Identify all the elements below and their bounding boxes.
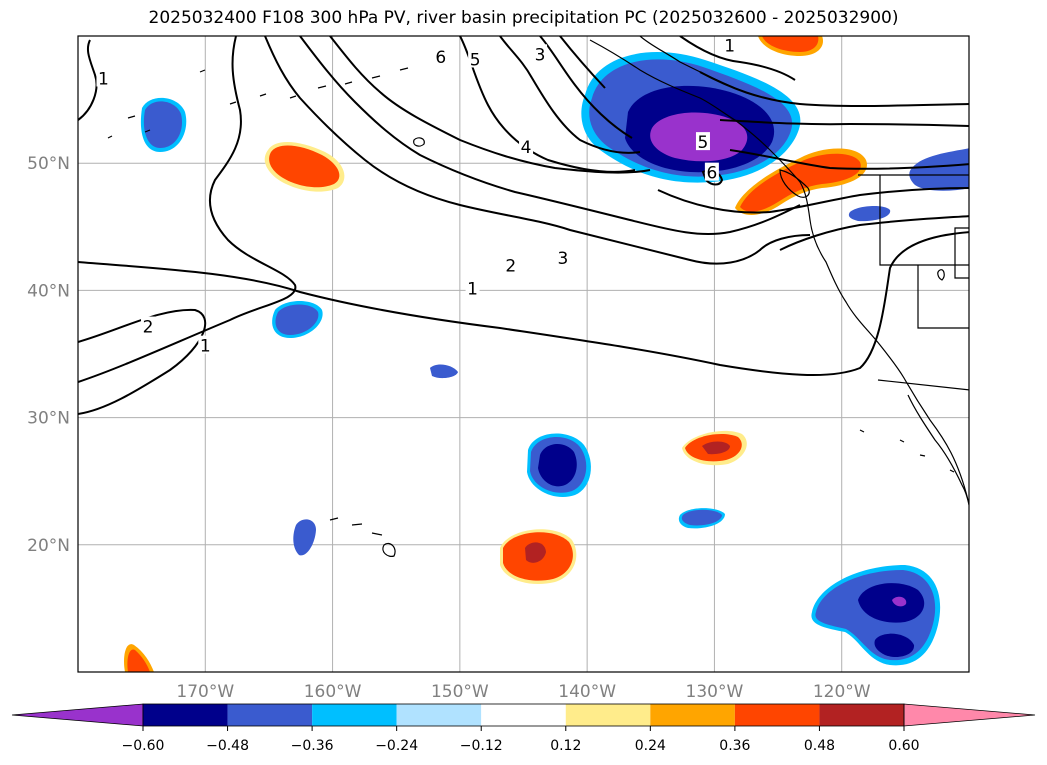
contour-labels: 1 6 5 3 1 4 5 6 3 2 1 2 1 [96, 36, 737, 357]
coastlines [107, 36, 969, 557]
longitude-label: 160°W [304, 682, 362, 702]
contour-label-background [722, 36, 737, 54]
colorbar-segment [143, 704, 228, 726]
colorbar-tick-label: 0.12 [550, 738, 581, 754]
anomaly-negative-150w [430, 364, 458, 379]
contour-label-background [96, 68, 111, 87]
contour-label-background [704, 162, 719, 181]
contour-label: 2 [143, 318, 154, 338]
colorbar-segment [312, 704, 397, 726]
colorbar-segment [565, 704, 651, 726]
contour-label-background [695, 132, 710, 151]
colorbar: −0.60 −0.48 −0.36 −0.24 −0.12 0.12 0.24 0.36 0.4… [11, 703, 1036, 754]
contour-label: 1 [98, 70, 109, 90]
colorbar-extend-low [11, 703, 144, 727]
colorbar-segment [227, 704, 313, 726]
colorbar-tick-label: −0.24 [375, 738, 418, 754]
colorbar-segment [481, 704, 566, 726]
map-title: 2025032400 F108 300 hPa PV, river basin … [148, 8, 899, 28]
precipitation-anomalies [124, 36, 969, 672]
contour-label: 1 [724, 36, 735, 56]
contour-label: 6 [435, 48, 446, 68]
contour-label: 1 [467, 279, 478, 299]
colorbar-tick-label: 0.48 [804, 738, 835, 754]
contour-label: 5 [470, 50, 481, 70]
colorbar-segment [396, 704, 482, 726]
contour-label-background [433, 46, 448, 65]
colorbar-tick-label: −0.12 [460, 738, 503, 754]
anomaly-negative-163w [293, 519, 316, 556]
contour-label-background [519, 137, 534, 156]
contour-label-background [465, 278, 480, 297]
contour-label-background [533, 44, 548, 63]
contour-label: 3 [558, 249, 569, 269]
longitude-label: 150°W [431, 682, 489, 702]
longitude-label: 140°W [558, 682, 616, 702]
colorbar-tick-label: −0.36 [291, 738, 334, 754]
contour-label-background [555, 247, 570, 266]
contour-label-background [503, 255, 518, 274]
longitude-labels: 170°W 160°W 150°W 140°W 130°W 120°W [176, 682, 870, 702]
contour-label: 2 [505, 257, 516, 277]
latitude-label: 20°N [27, 536, 70, 556]
colorbar-tick-label: −0.48 [206, 738, 249, 754]
contour-label-background [468, 49, 483, 68]
contour-label-background [141, 316, 156, 335]
colorbar-segment [734, 704, 820, 726]
colorbar-tick-label: 0.24 [635, 738, 666, 754]
latitude-labels: 50°N 40°N 30°N 20°N [27, 154, 70, 556]
longitude-label: 120°W [813, 682, 871, 702]
map-frame [77, 35, 970, 673]
latitude-label: 50°N [27, 154, 70, 174]
anomaly-negative-east [909, 148, 969, 191]
colorbar-extend-high [903, 703, 1036, 727]
colorbar-tick-label: 0.36 [719, 738, 750, 754]
contour-label: 6 [706, 164, 717, 184]
colorbar-tick-label: 0.60 [888, 738, 919, 754]
colorbar-tick-label: −0.60 [122, 738, 165, 754]
colorbar-segment [819, 704, 904, 726]
contour-label: 5 [698, 133, 709, 153]
colorbar-segment [650, 704, 735, 726]
colorbar-frame [142, 703, 905, 727]
contour-label-background [198, 335, 213, 354]
pv-contours [78, 36, 969, 415]
latitude-label: 40°N [27, 281, 70, 301]
contour-label: 4 [521, 138, 532, 158]
contour-label: 1 [200, 337, 211, 357]
latitude-label: 30°N [27, 409, 70, 429]
longitude-label: 170°W [176, 682, 234, 702]
longitude-label: 130°W [686, 682, 744, 702]
contour-label: 3 [535, 45, 546, 65]
